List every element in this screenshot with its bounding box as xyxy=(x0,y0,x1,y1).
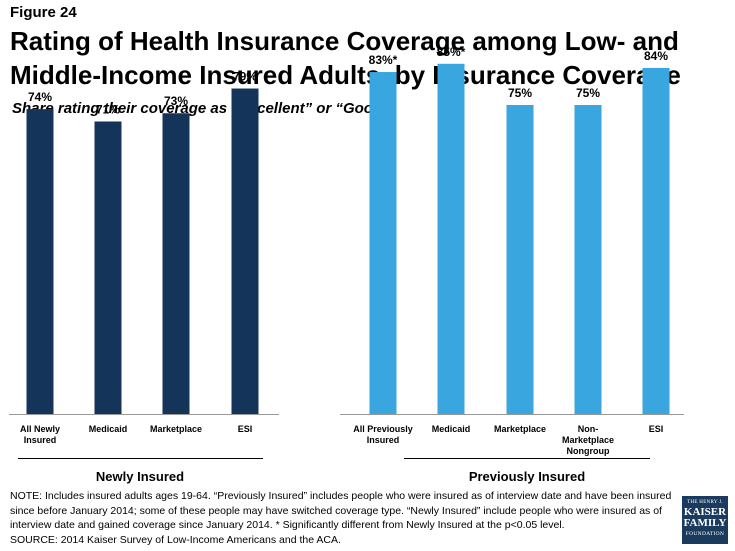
previously-insured-value-label-1: 83%* xyxy=(369,53,398,67)
kff-logo: THE HENRY J. KAISER FAMILY FOUNDATION xyxy=(682,496,728,544)
logo-line-3: FAMILY xyxy=(683,517,727,529)
newly-insured-bar-1 xyxy=(26,109,54,415)
previously-insured-value-label-4: 75% xyxy=(576,86,600,100)
previously-insured-category-label-2: Medicaid xyxy=(432,424,471,434)
previously-insured-bar-1 xyxy=(369,72,397,414)
chart-subtitle: Share rating their coverage as “Excellen… xyxy=(12,100,395,117)
chart-title: Rating of Health Insurance Coverage amon… xyxy=(10,26,681,90)
previously-insured-category-label-4: Non-Marketplace Nongroup xyxy=(562,424,614,456)
previously-insured-category-label-5: ESI xyxy=(649,424,664,434)
source-text: SOURCE: 2014 Kaiser Survey of Low-Income… xyxy=(10,533,341,546)
previously-insured-bar-5 xyxy=(642,67,670,415)
newly-insured-group-label: Newly Insured xyxy=(96,469,184,484)
newly-insured-bar-3 xyxy=(162,113,190,415)
newly-insured-category-label-1: All Newly Insured xyxy=(20,424,60,445)
previously-insured-value-label-2: 85%* xyxy=(437,45,466,59)
newly-insured-value-label-4: 79% xyxy=(233,70,257,84)
newly-insured-bar-2 xyxy=(94,121,122,414)
previously-insured-bar-4 xyxy=(574,105,602,414)
newly-insured-value-label-1: 74% xyxy=(28,90,52,104)
previously-insured-bar-3 xyxy=(506,105,534,414)
footnote: NOTE: Includes insured adults ages 19-64… xyxy=(10,489,675,547)
logo-line-1: THE HENRY J. xyxy=(687,500,723,505)
newly-insured-value-label-2: 71% xyxy=(96,102,120,116)
logo-line-2: KAISER xyxy=(683,506,727,518)
newly-insured-value-label-3: 73% xyxy=(164,94,188,108)
previously-insured-value-label-5: 84% xyxy=(644,49,668,63)
bar-chart: 74% All Newly Insured 71% Medicaid 73% Marketp… xyxy=(9,45,684,484)
newly-insured-category-label-3: Marketplace xyxy=(150,424,202,434)
newly-insured-category-label-4: ESI xyxy=(238,424,253,434)
figure-label: Figure 24 xyxy=(10,4,77,21)
previously-insured-category-label-1: All Previously Insured xyxy=(353,424,413,445)
previously-insured-value-label-3: 75% xyxy=(508,86,532,100)
note-text: NOTE: Includes insured adults ages 19-64… xyxy=(10,490,675,531)
previously-insured-bar-2 xyxy=(437,63,465,415)
newly-insured-category-label-2: Medicaid xyxy=(89,424,128,434)
previously-insured-category-label-3: Marketplace xyxy=(494,424,546,434)
logo-line-4: FOUNDATION xyxy=(685,531,725,537)
previously-insured-group-label: Previously Insured xyxy=(469,469,585,484)
newly-insured-bar-4 xyxy=(231,88,259,415)
